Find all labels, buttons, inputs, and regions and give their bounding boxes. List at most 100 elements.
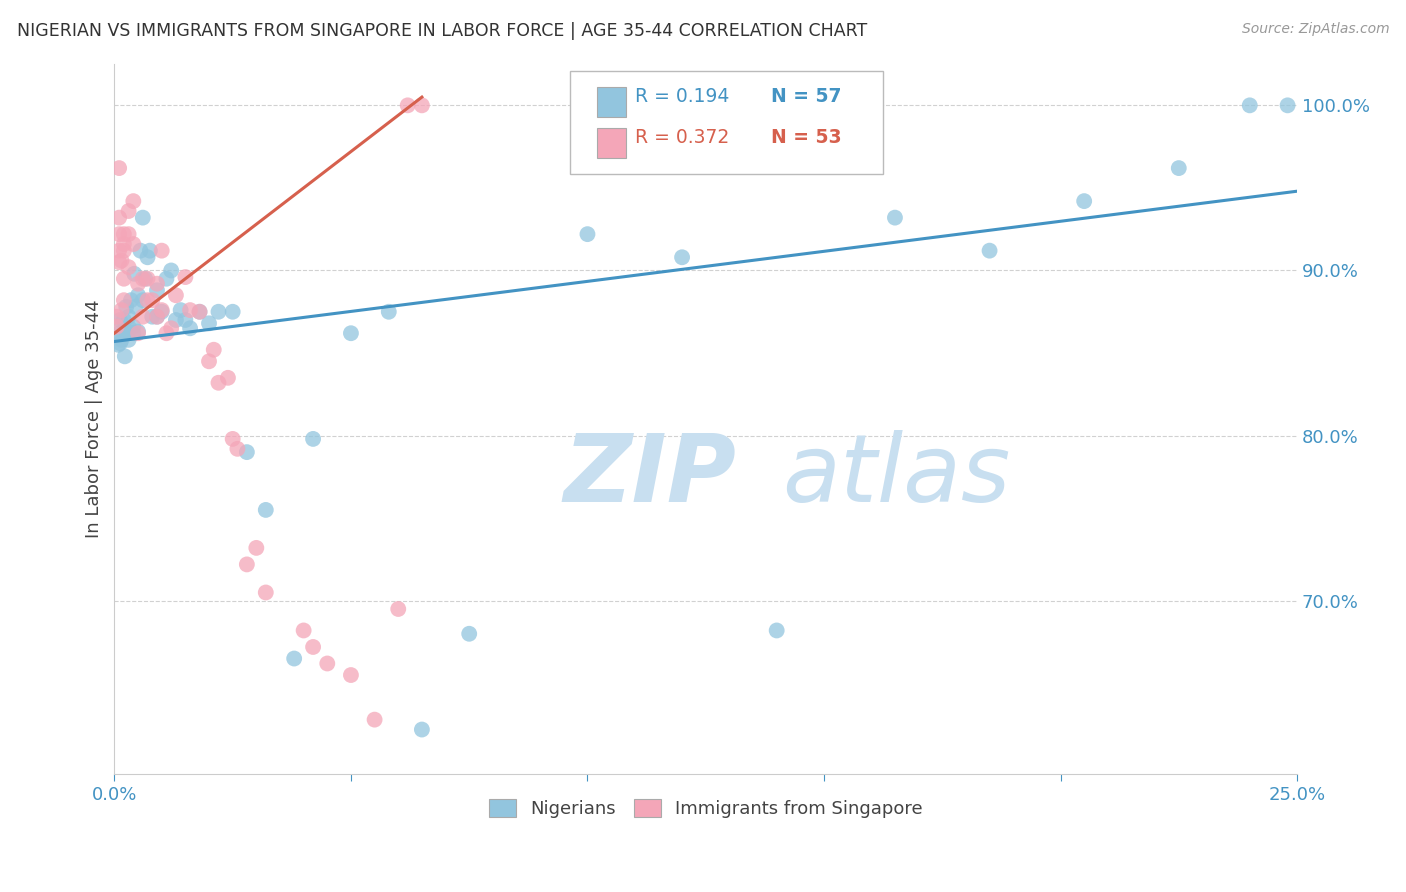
Point bbox=[1277, 98, 1299, 112]
Point bbox=[174, 270, 197, 285]
FancyBboxPatch shape bbox=[598, 87, 627, 118]
Point bbox=[132, 271, 155, 285]
Point bbox=[188, 305, 211, 319]
Point bbox=[117, 310, 139, 324]
Point bbox=[146, 310, 169, 324]
Point bbox=[160, 263, 183, 277]
Legend: Nigerians, Immigrants from Singapore: Nigerians, Immigrants from Singapore bbox=[481, 792, 931, 825]
Point bbox=[129, 244, 152, 258]
Point bbox=[236, 558, 259, 572]
Point bbox=[221, 432, 243, 446]
Point bbox=[1073, 194, 1095, 208]
Point bbox=[136, 271, 159, 285]
Point bbox=[146, 283, 169, 297]
Text: R = 0.372: R = 0.372 bbox=[634, 128, 730, 147]
Point bbox=[576, 227, 599, 241]
Point bbox=[122, 326, 145, 341]
Point bbox=[136, 250, 159, 264]
Point bbox=[127, 326, 149, 341]
Point bbox=[134, 271, 156, 285]
Point bbox=[160, 321, 183, 335]
Point bbox=[146, 277, 169, 291]
Point bbox=[155, 326, 177, 341]
Point bbox=[139, 244, 162, 258]
Point bbox=[108, 244, 131, 258]
Point bbox=[112, 237, 135, 252]
Text: N = 57: N = 57 bbox=[770, 87, 841, 106]
Point bbox=[169, 303, 191, 318]
Point bbox=[254, 585, 277, 599]
Text: Source: ZipAtlas.com: Source: ZipAtlas.com bbox=[1241, 22, 1389, 37]
Point bbox=[1239, 98, 1261, 112]
FancyBboxPatch shape bbox=[569, 71, 883, 174]
Point bbox=[198, 354, 221, 368]
Point bbox=[127, 288, 149, 302]
Point bbox=[292, 624, 315, 638]
Point bbox=[150, 303, 173, 318]
Point bbox=[117, 260, 139, 275]
Text: NIGERIAN VS IMMIGRANTS FROM SINGAPORE IN LABOR FORCE | AGE 35-44 CORRELATION CHA: NIGERIAN VS IMMIGRANTS FROM SINGAPORE IN… bbox=[17, 22, 868, 40]
Point bbox=[765, 624, 787, 638]
Point bbox=[108, 255, 131, 269]
Text: atlas: atlas bbox=[783, 431, 1011, 522]
Point bbox=[150, 305, 173, 319]
Point bbox=[120, 293, 142, 308]
Point bbox=[122, 194, 145, 208]
Point bbox=[112, 326, 135, 341]
Point bbox=[1167, 161, 1189, 175]
Point bbox=[108, 227, 131, 241]
Y-axis label: In Labor Force | Age 35-44: In Labor Force | Age 35-44 bbox=[86, 300, 103, 539]
Point bbox=[302, 640, 325, 654]
Point bbox=[340, 668, 363, 682]
Point bbox=[378, 305, 401, 319]
Point bbox=[117, 333, 139, 347]
Point bbox=[108, 211, 131, 225]
Point bbox=[236, 445, 259, 459]
Point bbox=[108, 161, 131, 175]
Point bbox=[150, 244, 173, 258]
Point bbox=[198, 316, 221, 330]
Point bbox=[117, 325, 139, 339]
Point bbox=[202, 343, 225, 357]
Text: R = 0.194: R = 0.194 bbox=[634, 87, 730, 106]
Point bbox=[884, 211, 907, 225]
Point bbox=[174, 313, 197, 327]
Point bbox=[179, 321, 201, 335]
Point bbox=[302, 432, 325, 446]
Point bbox=[127, 277, 149, 291]
Point bbox=[112, 227, 135, 241]
Point bbox=[108, 313, 131, 327]
Point bbox=[110, 333, 132, 347]
Point bbox=[107, 338, 129, 352]
Point bbox=[411, 723, 433, 737]
Point bbox=[671, 250, 693, 264]
Point bbox=[132, 310, 155, 324]
Point bbox=[146, 310, 169, 324]
Point bbox=[179, 303, 201, 318]
Point bbox=[122, 319, 145, 334]
Point bbox=[136, 293, 159, 308]
Point bbox=[132, 293, 155, 308]
Point bbox=[112, 271, 135, 285]
Point bbox=[122, 237, 145, 252]
Point bbox=[124, 267, 146, 281]
Point bbox=[411, 98, 433, 112]
Point bbox=[396, 98, 419, 112]
FancyBboxPatch shape bbox=[598, 128, 627, 158]
Point bbox=[458, 626, 481, 640]
Point bbox=[112, 244, 135, 258]
Point bbox=[165, 288, 187, 302]
Point bbox=[110, 303, 132, 318]
Point bbox=[207, 376, 229, 390]
Point bbox=[127, 325, 149, 339]
Point bbox=[105, 310, 128, 324]
Point bbox=[141, 310, 163, 324]
Point bbox=[283, 651, 305, 665]
Point bbox=[117, 204, 139, 219]
Point bbox=[316, 657, 339, 671]
Point bbox=[245, 541, 267, 555]
Point bbox=[221, 305, 243, 319]
Point bbox=[979, 244, 1001, 258]
Point bbox=[108, 336, 131, 351]
Point bbox=[115, 300, 138, 314]
